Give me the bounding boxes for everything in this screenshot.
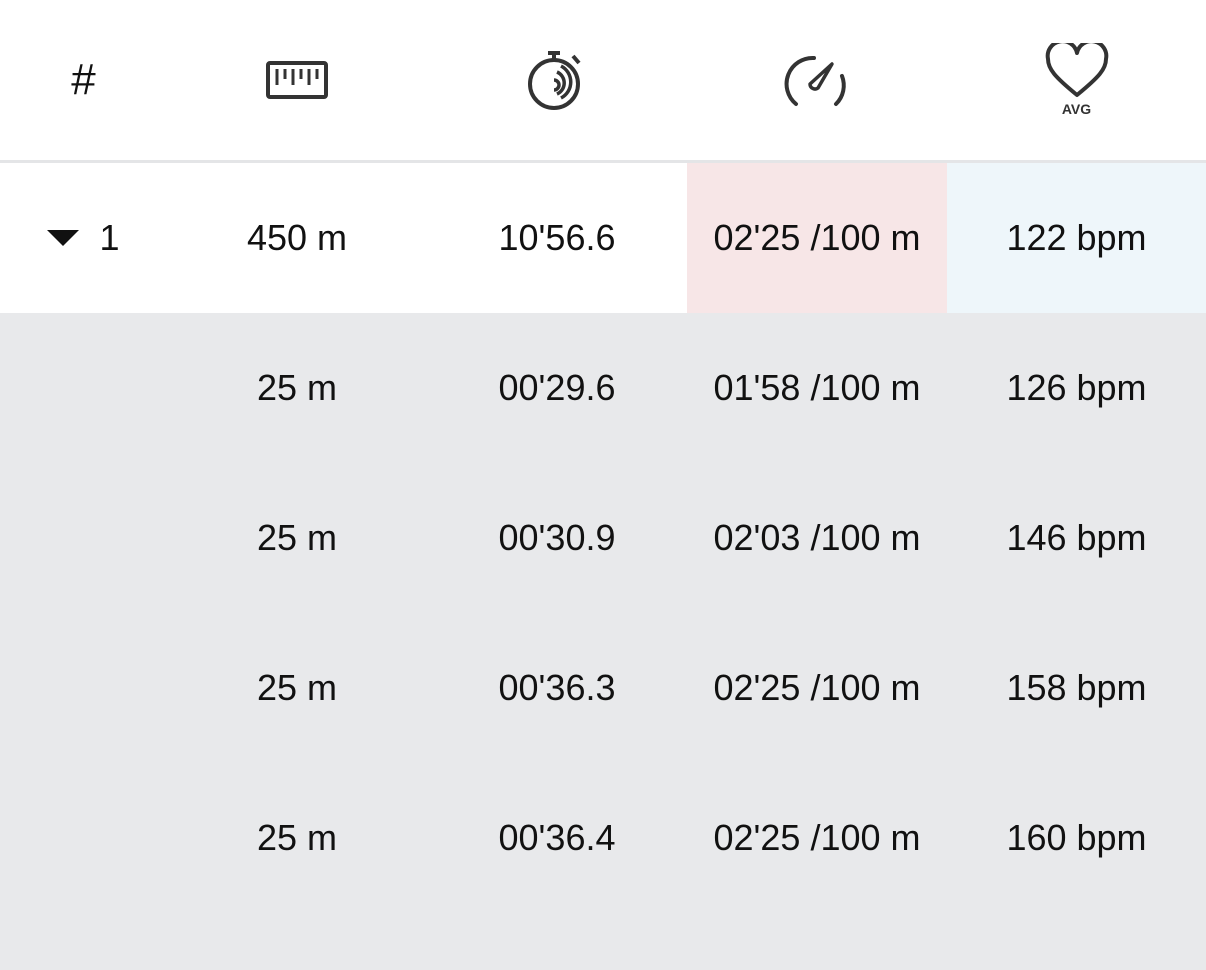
lap-heart-rate: 122 bpm bbox=[947, 163, 1206, 313]
split-distance: 25 m bbox=[256, 367, 338, 408]
lap-pace: 02'25 /100 m bbox=[687, 163, 947, 313]
pace-header bbox=[687, 0, 947, 160]
avg-label: AVG bbox=[1061, 101, 1092, 117]
split-row: 25 m 00'30.9 02'03 /100 m 146 bpm bbox=[0, 463, 1206, 613]
stopwatch-icon bbox=[528, 51, 581, 110]
split-hr: 158 bpm bbox=[1006, 667, 1147, 708]
collapse-triangle-icon[interactable] bbox=[47, 230, 80, 246]
split-spacer bbox=[0, 313, 167, 463]
lap-row[interactable]: 1 450 m 10'56.6 02'25 /100 m 122 bpm bbox=[0, 163, 1206, 313]
ruler-icon bbox=[266, 61, 328, 99]
lap-number: 1 bbox=[99, 217, 120, 258]
heart-rate-header: AVG bbox=[947, 0, 1206, 160]
split-hr: 146 bpm bbox=[1006, 517, 1147, 558]
split-pace: 02'25 /100 m bbox=[713, 817, 921, 858]
lap-distance: 450 m bbox=[246, 217, 348, 258]
split-spacer bbox=[0, 763, 167, 913]
split-distance: 25 m bbox=[256, 517, 338, 558]
split-distance: 25 m bbox=[256, 667, 338, 708]
table-header: # AVG bbox=[0, 0, 1206, 163]
split-distance: 25 m bbox=[256, 817, 338, 858]
split-pace: 01'58 /100 m bbox=[713, 367, 921, 408]
lap-number-header: # bbox=[71, 55, 96, 104]
split-pace: 02'25 /100 m bbox=[713, 667, 921, 708]
split-time: 00'29.6 bbox=[498, 367, 616, 408]
distance-header bbox=[167, 0, 427, 160]
split-spacer bbox=[0, 613, 167, 763]
split-time: 00'30.9 bbox=[498, 517, 616, 558]
split-hr: 126 bpm bbox=[1006, 367, 1147, 408]
split-spacer bbox=[0, 463, 167, 613]
lap-time: 10'56.6 bbox=[498, 217, 616, 258]
split-row: 25 m 00'29.6 01'58 /100 m 126 bpm bbox=[0, 313, 1206, 463]
split-time: 00'36.4 bbox=[498, 817, 616, 858]
split-time: 00'36.3 bbox=[498, 667, 616, 708]
time-header bbox=[427, 0, 687, 160]
split-row: 25 m 00'36.4 02'25 /100 m 160 bpm bbox=[0, 763, 1206, 913]
split-pace: 02'03 /100 m bbox=[713, 517, 921, 558]
speedometer-icon bbox=[784, 55, 846, 106]
split-row: 25 m 00'36.3 02'25 /100 m 158 bpm bbox=[0, 613, 1206, 763]
heart-icon bbox=[1045, 43, 1108, 97]
split-hr: 160 bpm bbox=[1006, 817, 1147, 858]
